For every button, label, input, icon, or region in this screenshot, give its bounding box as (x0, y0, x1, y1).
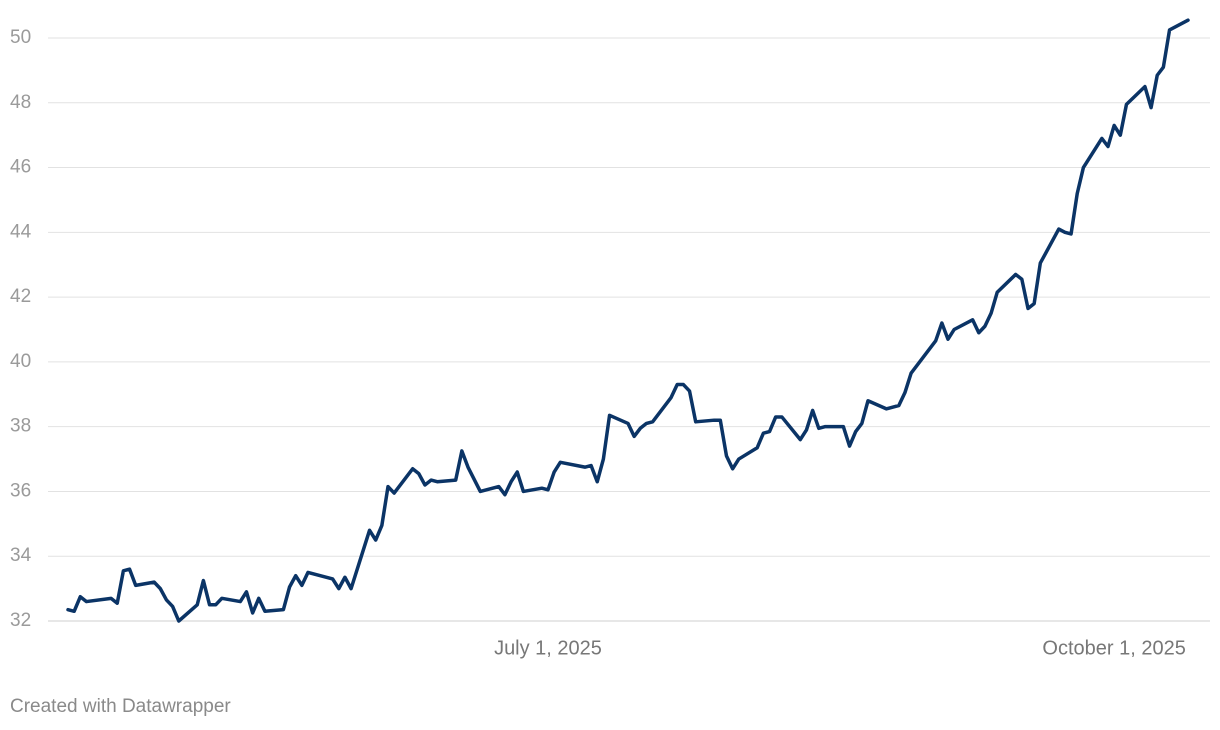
y-tick-label: 36 (10, 480, 31, 501)
y-tick-label: 50 (10, 27, 31, 48)
y-tick-label: 48 (10, 92, 31, 113)
y-tick-label: 42 (10, 286, 31, 307)
y-tick-label: 46 (10, 157, 31, 178)
y-tick-label: 34 (10, 545, 32, 566)
x-tick-label: July 1, 2025 (494, 637, 602, 659)
y-tick-label: 32 (10, 610, 31, 631)
footer: Created with Datawrapper (10, 696, 231, 717)
y-tick-label: 40 (10, 351, 31, 372)
line (66, 18, 1190, 623)
y-tick-label: 38 (10, 416, 31, 437)
y-tick-label: 44 (10, 221, 32, 242)
x-tick-label: October 1, 2025 (1042, 637, 1185, 659)
